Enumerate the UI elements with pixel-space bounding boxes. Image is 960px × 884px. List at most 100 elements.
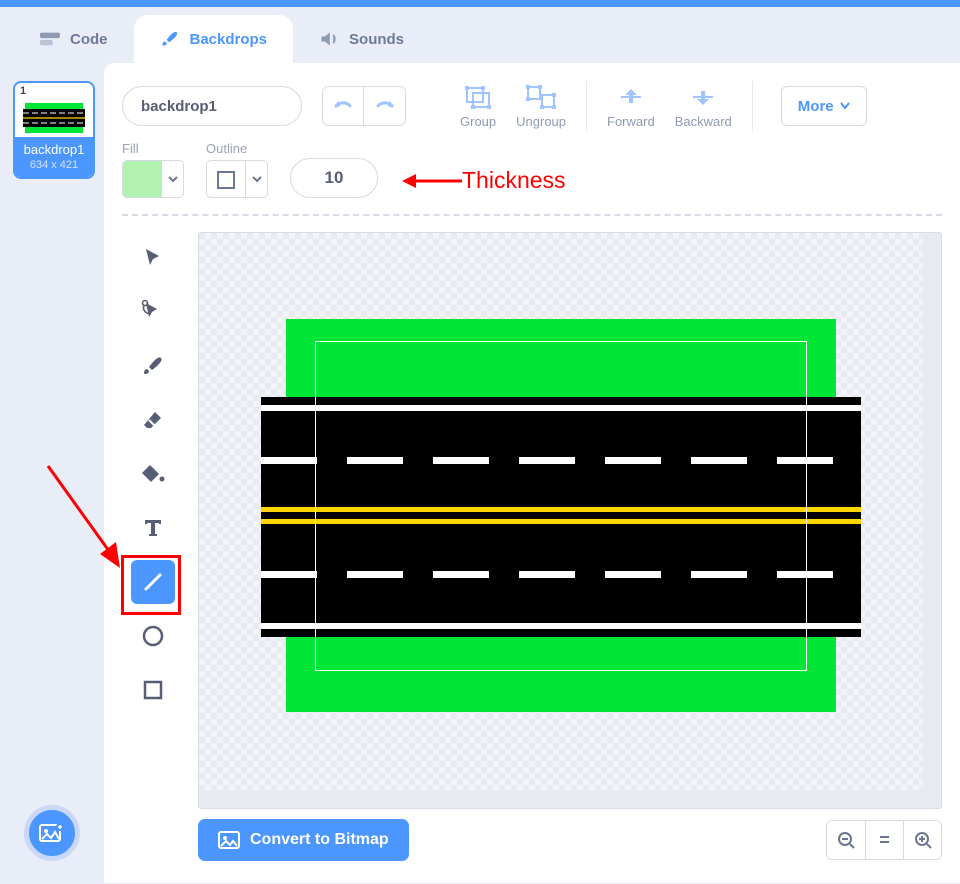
tool-reshape[interactable] [131, 290, 175, 334]
image-plus-icon [39, 822, 65, 844]
eraser-icon [141, 408, 165, 432]
tab-backdrops-label: Backdrops [190, 31, 268, 48]
outline-label: Outline [206, 141, 268, 156]
canvas-wrapper: Convert to Bitmap = [198, 232, 942, 867]
square-icon [141, 678, 165, 702]
thumb-index: 1 [15, 83, 93, 99]
outline-control: Outline [206, 141, 268, 198]
backward-button[interactable]: Backward [675, 84, 732, 129]
fill-caret [161, 161, 183, 197]
fill-picker[interactable] [122, 160, 184, 198]
more-button[interactable]: More [781, 86, 867, 126]
undo-icon [332, 97, 354, 115]
backdrop-thumb[interactable]: 1 backdrop1 634 x 421 [13, 81, 95, 179]
app-frame: Code Backdrops Sounds 1 [0, 7, 960, 884]
more-label: More [798, 98, 834, 115]
paint-editor: Group Ungroup Forward [104, 63, 960, 883]
paintbrush-icon [141, 354, 165, 378]
line-icon [141, 570, 165, 594]
canvas-viewport [198, 232, 942, 809]
tool-circle[interactable] [131, 614, 175, 658]
undo-button[interactable] [322, 86, 364, 126]
redo-button[interactable] [364, 86, 406, 126]
forward-icon [616, 84, 646, 110]
text-icon [141, 516, 165, 540]
group-icon [463, 84, 493, 110]
chevron-down-icon [168, 175, 178, 183]
forward-button[interactable]: Forward [607, 84, 655, 129]
zoom-reset-button[interactable]: = [865, 821, 903, 859]
scrollbar-vertical[interactable] [923, 233, 941, 808]
zoom-in-icon [914, 831, 932, 849]
tool-rectangle[interactable] [131, 668, 175, 712]
thickness-input[interactable] [290, 158, 378, 198]
canvas[interactable] [199, 233, 923, 790]
equals-icon: = [879, 830, 890, 851]
convert-label: Convert to Bitmap [250, 831, 389, 849]
editor-top-row: Group Ungroup Forward [104, 81, 960, 131]
scrollbar-horizontal[interactable] [199, 790, 941, 808]
thumb-name: backdrop1 [15, 137, 93, 159]
zoom-out-button[interactable] [827, 821, 865, 859]
selection-outline [315, 341, 807, 671]
thumb-preview [15, 99, 93, 137]
tab-backdrops[interactable]: Backdrops [134, 15, 294, 63]
annotation-text: Thickness [462, 167, 566, 194]
group-label: Group [460, 114, 496, 129]
circle-icon [141, 624, 165, 648]
fill-label: Fill [122, 141, 184, 156]
sound-icon [319, 29, 339, 49]
window-top-border [0, 0, 960, 7]
redo-icon [374, 97, 396, 115]
editor-props-row: Fill Outline [104, 131, 960, 214]
reshape-icon [140, 299, 166, 325]
bucket-icon [140, 462, 166, 486]
backdrop-list: 1 backdrop1 634 x 421 [0, 63, 104, 883]
ungroup-button[interactable]: Ungroup [516, 84, 566, 129]
tool-brush[interactable] [131, 344, 175, 388]
ungroup-label: Ungroup [516, 114, 566, 129]
workspace: Convert to Bitmap = [104, 216, 960, 883]
tool-eraser[interactable] [131, 398, 175, 442]
separator [752, 81, 753, 131]
tool-fill[interactable] [131, 452, 175, 496]
outline-swatch [207, 161, 245, 198]
image-icon [218, 831, 240, 849]
cursor-icon [141, 246, 165, 270]
zoom-out-icon [837, 831, 855, 849]
tab-code[interactable]: Code [14, 15, 134, 63]
thumb-dimensions: 634 x 421 [15, 159, 93, 177]
costume-name-input[interactable] [122, 86, 302, 126]
brush-icon [160, 29, 180, 49]
main-split: 1 backdrop1 634 x 421 [0, 63, 960, 883]
backward-icon [688, 84, 718, 110]
canvas-bottom-bar: Convert to Bitmap = [198, 813, 942, 867]
tool-palette [122, 232, 184, 867]
add-backdrop-button[interactable] [24, 805, 80, 861]
chevron-down-icon [840, 102, 850, 110]
tool-line[interactable] [131, 560, 175, 604]
tab-bar: Code Backdrops Sounds [0, 7, 960, 63]
artboard [261, 297, 861, 727]
separator [586, 81, 587, 131]
tool-text[interactable] [131, 506, 175, 550]
tab-sounds[interactable]: Sounds [293, 15, 430, 63]
backward-label: Backward [675, 114, 732, 129]
outline-picker[interactable] [206, 160, 268, 198]
outline-caret [245, 161, 267, 197]
tab-code-label: Code [70, 31, 108, 48]
group-button[interactable]: Group [460, 84, 496, 129]
undo-redo-group [322, 86, 406, 126]
zoom-in-button[interactable] [903, 821, 941, 859]
fill-control: Fill [122, 141, 184, 198]
zoom-controls: = [826, 820, 942, 860]
tab-sounds-label: Sounds [349, 31, 404, 48]
chevron-down-icon [252, 175, 262, 183]
annotation-thickness: Thickness [402, 167, 566, 194]
arrow-left-icon [402, 171, 462, 191]
convert-to-bitmap-button[interactable]: Convert to Bitmap [198, 819, 409, 861]
tool-select[interactable] [131, 236, 175, 280]
code-icon [40, 29, 60, 49]
forward-label: Forward [607, 114, 655, 129]
ungroup-icon [526, 84, 556, 110]
